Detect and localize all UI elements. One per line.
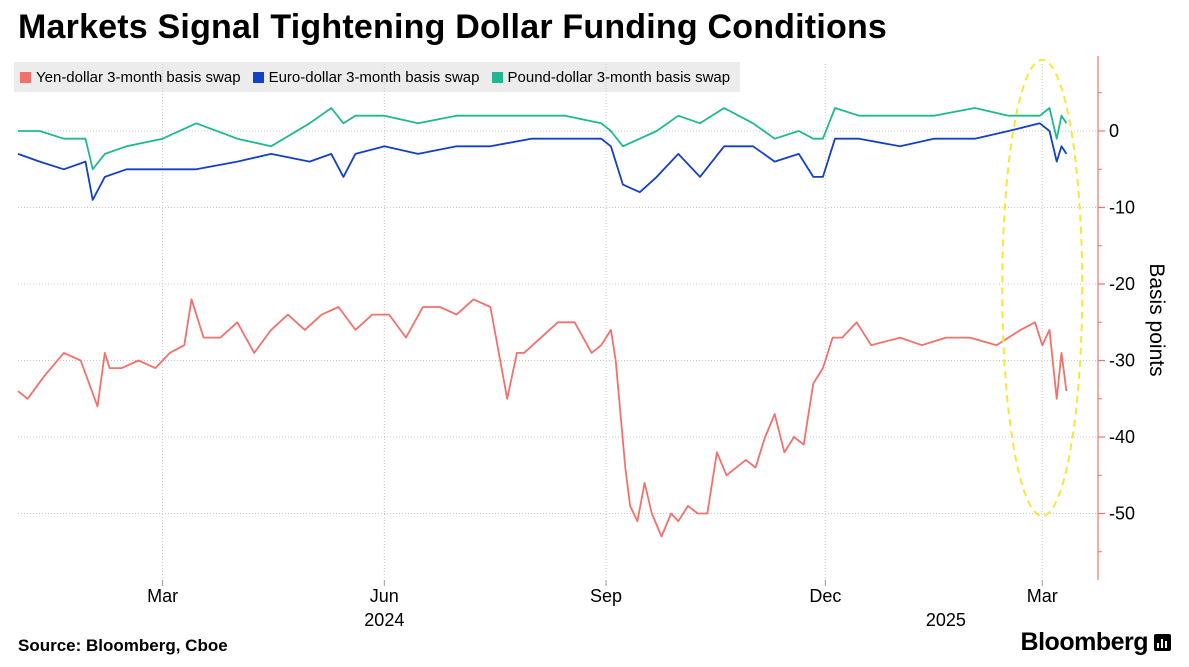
x-tick-label: Sep [590, 586, 622, 606]
y-tick-label: -50 [1109, 504, 1135, 524]
y-axis-title: Basis points [1145, 263, 1168, 376]
chart-title: Markets Signal Tightening Dollar Funding… [18, 8, 888, 46]
chart-legend: Yen-dollar 3-month basis swap Euro-dolla… [14, 62, 741, 92]
legend-item-yen: Yen-dollar 3-month basis swap [20, 69, 241, 86]
x-tick-label: Jun [370, 586, 399, 606]
bloomberg-terminal-icon [1154, 634, 1171, 651]
y-tick-label: -40 [1109, 427, 1135, 447]
legend-label-euro: Euro-dollar 3-month basis swap [268, 68, 480, 86]
brand-logo: Bloomberg [1021, 628, 1171, 657]
legend-swatch-euro [252, 71, 264, 83]
highlight-ellipse [1001, 58, 1084, 517]
x-tick-label: Mar [1027, 586, 1058, 606]
y-tick-label: 0 [1109, 121, 1119, 141]
y-tick-label: -20 [1109, 274, 1135, 294]
legend-item-euro: Euro-dollar 3-month basis swap [252, 68, 480, 86]
legend-swatch-pound [491, 71, 503, 83]
x-tick-label: Mar [147, 586, 178, 606]
y-tick-label: -10 [1109, 198, 1135, 218]
brand-name: Bloomberg [1020, 628, 1149, 656]
y-tick-label: -30 [1109, 351, 1135, 371]
legend-label-yen: Yen-dollar 3-month basis swap [36, 68, 241, 86]
x-year-label: 2025 [926, 610, 966, 630]
legend-item-pound: Pound-dollar 3-month basis swap [491, 68, 731, 86]
source-note: Source: Bloomberg, Cboe [18, 636, 228, 655]
series-line-yen [17, 298, 1068, 538]
x-tick-label: Dec [809, 586, 841, 606]
legend-label-pound: Pound-dollar 3-month basis swap [507, 68, 731, 86]
legend-swatch-yen [20, 71, 31, 83]
series-line-pound [18, 107, 1068, 171]
x-year-label: 2024 [364, 610, 404, 630]
series-line-euro [17, 122, 1068, 201]
